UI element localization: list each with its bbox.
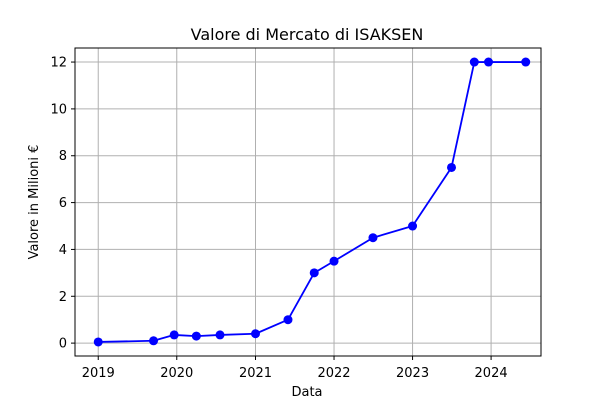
x-tick-label: 2019 <box>82 366 115 381</box>
x-axis-label: Data <box>291 385 322 400</box>
x-tick-label: 2024 <box>475 366 508 381</box>
data-point <box>191 331 201 341</box>
data-series <box>93 57 531 347</box>
data-point <box>251 329 261 339</box>
data-point <box>447 162 457 172</box>
y-tick-label: 8 <box>59 149 67 164</box>
axis-ticks: 2019 2020 2021 2022 2023 2024 0 2 4 6 8 10 12 <box>50 56 507 381</box>
y-axis-label: Valore in Milioni € <box>27 145 42 260</box>
y-tick-label: 2 <box>59 290 67 305</box>
chart-title: Valore di Mercato di ISAKSEN <box>191 25 424 44</box>
data-point <box>484 57 494 67</box>
x-tick-label: 2023 <box>396 366 429 381</box>
y-tick-label: 12 <box>50 56 67 71</box>
x-tick-label: 2021 <box>239 366 272 381</box>
data-point <box>329 256 339 266</box>
plot-frame <box>74 47 542 357</box>
y-tick-label: 10 <box>50 102 67 117</box>
x-tick-label: 2020 <box>160 366 193 381</box>
data-point <box>93 337 103 347</box>
grid <box>75 48 541 356</box>
x-tick-label: 2022 <box>317 366 350 381</box>
data-point <box>309 268 319 278</box>
data-point <box>169 330 179 340</box>
data-point <box>408 221 418 231</box>
data-point <box>521 57 531 67</box>
y-tick-label: 4 <box>59 243 67 258</box>
data-point <box>469 57 479 67</box>
data-point <box>368 233 378 243</box>
y-tick-label: 6 <box>59 196 67 211</box>
y-tick-label: 0 <box>59 337 67 352</box>
data-point <box>215 330 225 340</box>
data-point <box>149 336 159 346</box>
data-point <box>283 315 293 325</box>
